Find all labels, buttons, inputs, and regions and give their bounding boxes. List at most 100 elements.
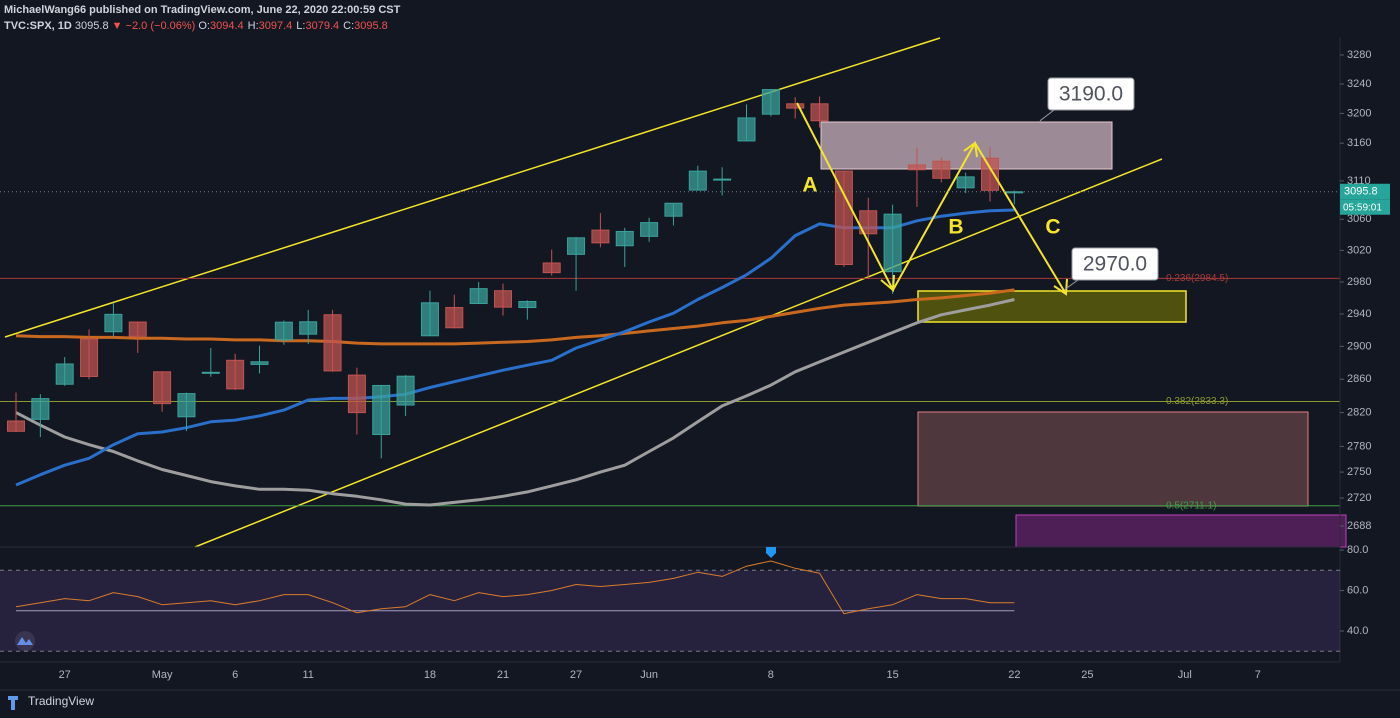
ohlc-value: 3079.4 xyxy=(305,20,340,32)
candle-body xyxy=(128,321,147,337)
x-tick-label: 25 xyxy=(1081,669,1093,681)
ohlc-key: C: xyxy=(343,20,355,32)
candle-body xyxy=(55,363,74,385)
callout-label: 3190.0 xyxy=(1059,83,1123,106)
candle-body xyxy=(469,288,488,305)
fib-label: 0.236(2984.5) xyxy=(1166,273,1228,284)
x-tick-label: 22 xyxy=(1008,669,1020,681)
candle-body xyxy=(494,290,512,308)
x-tick-label: 18 xyxy=(424,669,436,681)
countdown-label: 05:59:01 xyxy=(1343,202,1382,213)
candle-body xyxy=(981,157,999,191)
candle-body xyxy=(299,321,318,335)
candle-body xyxy=(834,170,853,265)
candle-body xyxy=(323,314,342,372)
rsi-y-tick-label: 80.0 xyxy=(1347,544,1368,556)
candle-body xyxy=(615,230,634,247)
x-tick-label: 6 xyxy=(232,669,238,681)
y-tick-label: 2940 xyxy=(1347,308,1371,320)
wave-label: C xyxy=(1045,216,1060,239)
y-tick-label: 2750 xyxy=(1347,466,1371,478)
rsi-marker xyxy=(766,547,776,558)
support-zone xyxy=(917,411,1309,507)
candle-body xyxy=(347,374,366,414)
x-tick-label: May xyxy=(152,669,173,681)
ohlc-key: O: xyxy=(198,20,210,32)
rsi-y-tick-label: 40.0 xyxy=(1347,625,1368,637)
x-tick-label: Jul xyxy=(1178,669,1192,681)
countdown-tag xyxy=(1340,199,1390,215)
x-tick-label: 11 xyxy=(302,669,313,681)
arrow-head xyxy=(1053,278,1068,296)
y-tick-label: 2860 xyxy=(1347,373,1371,385)
y-tick-label: 2820 xyxy=(1347,406,1371,418)
last-price-tag xyxy=(1340,183,1390,200)
logo-icon xyxy=(17,637,33,645)
candle-body xyxy=(153,371,172,405)
candle-body xyxy=(7,420,25,432)
y-tick-label: 2900 xyxy=(1347,340,1371,352)
resistance-zone xyxy=(820,121,1113,170)
wave-label: A xyxy=(802,174,817,197)
candle-body xyxy=(664,202,683,217)
brand-icon xyxy=(8,696,18,710)
change: ▼ −2.0 (−0.06%) xyxy=(111,20,196,32)
candle-body xyxy=(445,307,464,329)
candle-body xyxy=(372,384,391,436)
x-tick-label: 21 xyxy=(497,669,509,681)
candle-body xyxy=(688,170,707,191)
last-price-label: 3095.8 xyxy=(1344,186,1378,198)
candle-body xyxy=(518,301,537,309)
callout-box xyxy=(1071,247,1159,281)
candle-body xyxy=(713,178,732,181)
x-tick-label: 8 xyxy=(768,669,774,681)
candle-body xyxy=(420,302,439,337)
callout-label: 2970.0 xyxy=(1083,253,1147,276)
y-tick-label: 2720 xyxy=(1347,492,1371,504)
x-tick-label: 7 xyxy=(1255,669,1261,681)
candle-body xyxy=(786,103,805,109)
ohlc: O:3094.4 H:3097.4 L:3079.4 C:3095.8 xyxy=(198,20,391,32)
arrow-head xyxy=(880,274,895,293)
y-tick-label: 3160 xyxy=(1347,137,1371,149)
fib-label: 0.5(2711.1) xyxy=(1166,500,1216,511)
moving-average xyxy=(15,298,1015,507)
y-tick-label: 3200 xyxy=(1347,107,1371,119)
drawings: 0.236(2984.5) 0.382(2833.3) 0.5(2711.1) xyxy=(0,37,1347,548)
candle-body xyxy=(274,321,293,341)
y-tick-label: 2688 xyxy=(1347,520,1371,532)
rsi-line xyxy=(15,560,1015,615)
wave-label: B xyxy=(948,216,963,239)
candle-body xyxy=(883,213,902,273)
candle-body xyxy=(177,393,196,418)
candle-body xyxy=(810,103,829,122)
y-tick-label: 2980 xyxy=(1347,276,1371,288)
ohlc-key: L: xyxy=(296,20,306,32)
candle-body xyxy=(907,164,926,171)
callout-box xyxy=(1047,77,1135,111)
moving-average xyxy=(15,288,1015,346)
candle-body xyxy=(567,237,586,255)
brand: TradingView xyxy=(28,694,94,708)
y-tick-label: 3280 xyxy=(1347,49,1371,61)
y-tick-label: 3060 xyxy=(1347,213,1371,225)
x-tick-label: 15 xyxy=(886,669,898,681)
target-zone xyxy=(917,290,1187,323)
candle-body xyxy=(542,262,561,274)
candle-body xyxy=(737,117,756,142)
y-tick-label: 3240 xyxy=(1347,78,1371,90)
y-tick-label: 3020 xyxy=(1347,244,1371,256)
candle-body xyxy=(250,361,269,365)
x-tick-label: Jun xyxy=(640,669,658,681)
price: 3095.8 xyxy=(74,20,109,32)
author-line: MichaelWang66 published on TradingView.c… xyxy=(4,4,401,16)
x-tick-label: 27 xyxy=(570,669,582,681)
candle-body xyxy=(396,375,415,406)
ohlc-value: 3095.8 xyxy=(354,20,388,32)
candle-body xyxy=(226,359,245,390)
arrow-head xyxy=(963,141,978,158)
ohlc-value: 3097.4 xyxy=(258,20,293,32)
candle-body xyxy=(640,222,659,237)
